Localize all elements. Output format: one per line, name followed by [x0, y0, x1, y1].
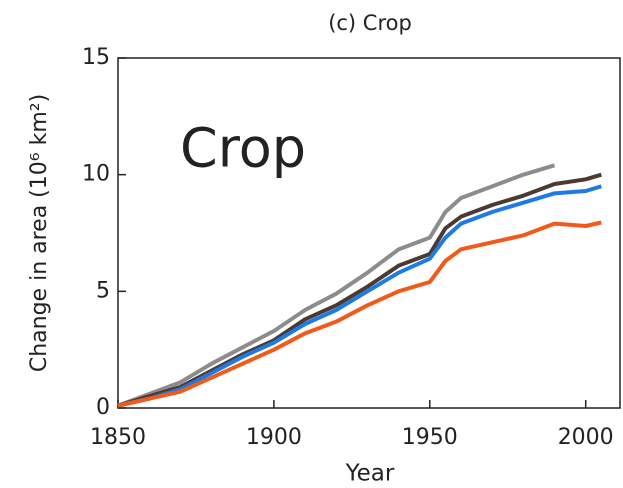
y-tick-label: 15	[82, 45, 110, 70]
series-line	[117, 184, 602, 408]
annotation: Crop	[180, 117, 306, 180]
x-tick-label: 1900	[246, 425, 302, 450]
x-tick-label: 1850	[90, 425, 146, 450]
series-line	[117, 172, 602, 408]
series-line	[117, 163, 556, 408]
y-tick-label: 10	[82, 162, 110, 187]
series-line	[117, 220, 602, 408]
y-tick-label: 0	[96, 395, 110, 420]
y-tick-label: 5	[96, 278, 110, 303]
x-axis-label: Year	[345, 461, 395, 487]
plot-frame	[117, 57, 621, 409]
y-axis-label: Change in area (10⁶ km²)	[27, 94, 52, 372]
x-tick-label: 1950	[402, 425, 458, 450]
chart-title: (c) Crop	[328, 11, 412, 35]
x-tick-label: 2000	[558, 425, 614, 450]
